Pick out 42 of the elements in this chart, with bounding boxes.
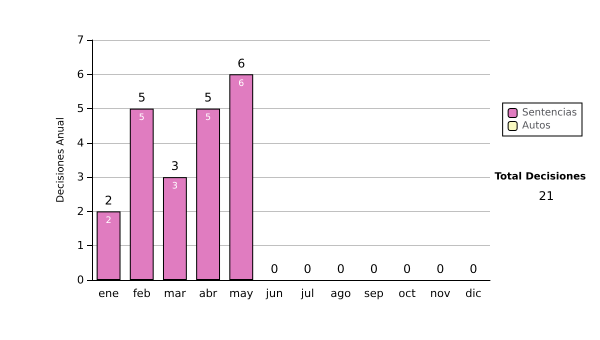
y-tick-label: 1 (77, 239, 84, 252)
data-label: 5 (138, 113, 145, 124)
x-tick-label: jul (300, 287, 314, 300)
x-tick-label: ene (98, 287, 120, 300)
total-label: 0 (304, 262, 312, 276)
y-tick-label: 3 (77, 170, 84, 184)
total-label: 0 (370, 262, 378, 276)
total-label: 0 (436, 262, 444, 276)
y-tick-label: 0 (77, 274, 84, 286)
total-label: 2 (104, 193, 112, 208)
total-label: 0 (270, 262, 278, 276)
x-tick-label: feb (132, 287, 151, 300)
x-tick-label: sep (364, 287, 384, 300)
x-tick-label: may (229, 287, 254, 300)
total-label: 5 (204, 90, 212, 105)
total-label: 5 (138, 90, 146, 105)
legend-label: Autos (522, 120, 551, 132)
total-label: 6 (237, 56, 246, 70)
x-tick-label: jun (264, 287, 283, 300)
total-label: 0 (403, 262, 411, 276)
x-tick-label: oct (398, 287, 416, 300)
legend-label: Sentencias (522, 108, 578, 118)
total-label: 0 (470, 262, 478, 276)
data-label: 6 (238, 78, 244, 89)
y-axis-title: Decisiones Anual (56, 117, 67, 203)
y-tick-label: 5 (77, 102, 84, 116)
x-tick-label: nov (430, 287, 451, 300)
x-tick-label: ago (330, 287, 352, 300)
y-tick-label: 4 (77, 136, 84, 150)
text: Total Decisiones (494, 172, 586, 182)
data-label: 2 (106, 216, 112, 226)
data-label: 5 (205, 113, 211, 124)
x-tick-label: mar (164, 287, 186, 300)
y-tick-label: 2 (77, 204, 84, 218)
x-tick-label: dic (465, 287, 482, 300)
text: 21 (538, 189, 554, 203)
total-label: 3 (171, 159, 179, 174)
y-tick-label: 6 (77, 68, 84, 81)
data-label: 3 (172, 182, 178, 192)
total-label: 0 (336, 262, 345, 276)
y-tick-label: 7 (77, 34, 84, 46)
x-tick-label: abr (198, 287, 218, 300)
